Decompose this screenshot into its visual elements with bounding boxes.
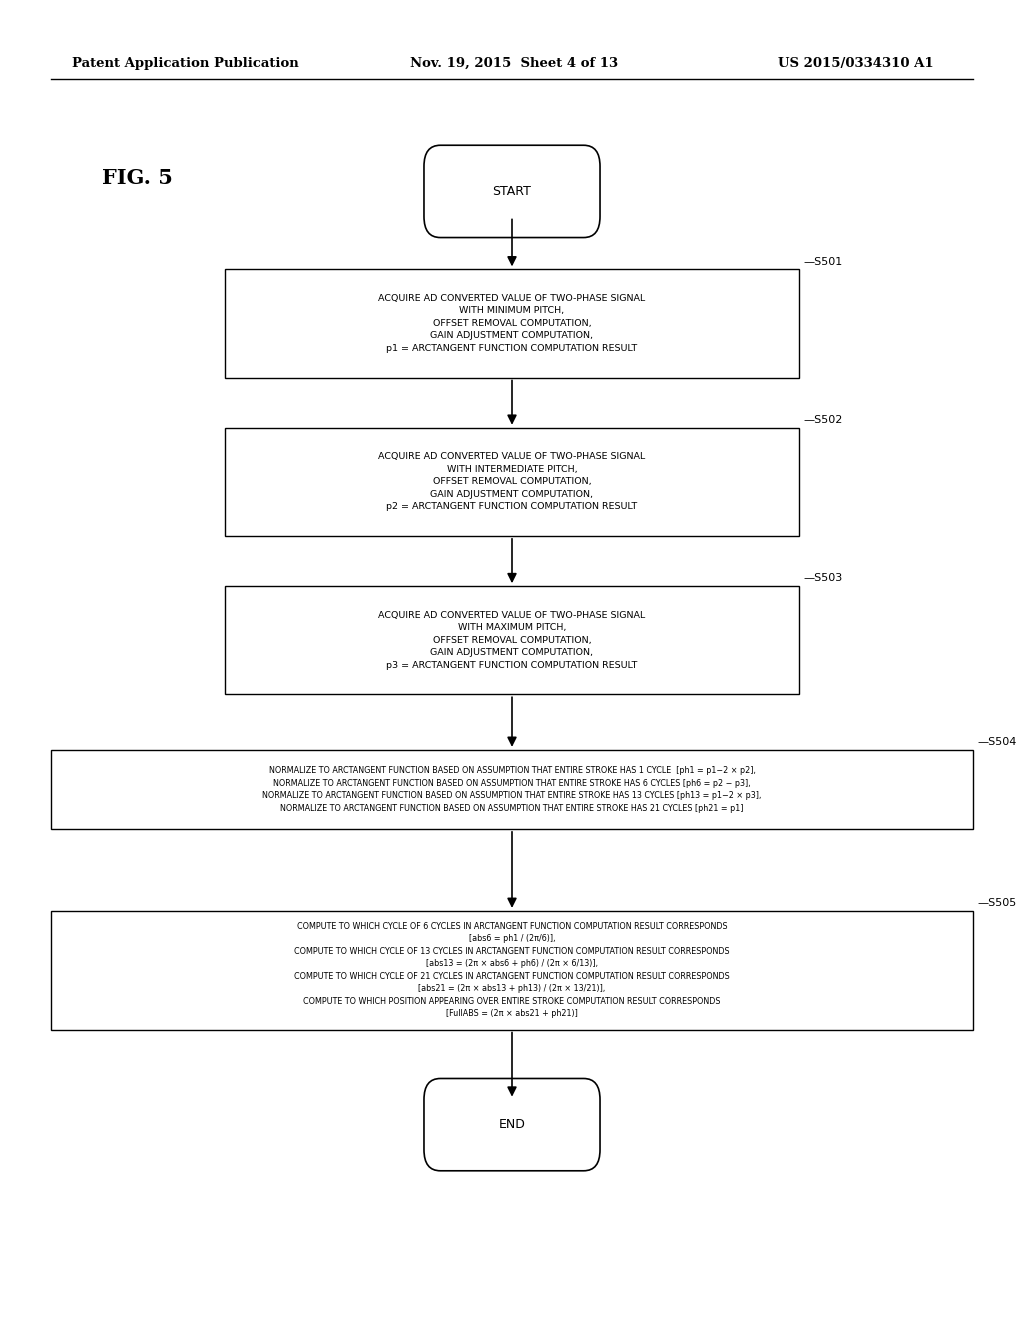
FancyBboxPatch shape — [424, 1078, 600, 1171]
Text: START: START — [493, 185, 531, 198]
FancyBboxPatch shape — [225, 269, 799, 378]
FancyBboxPatch shape — [51, 911, 973, 1030]
Text: US 2015/0334310 A1: US 2015/0334310 A1 — [778, 57, 934, 70]
FancyBboxPatch shape — [225, 586, 799, 694]
Text: COMPUTE TO WHICH CYCLE OF 6 CYCLES IN ARCTANGENT FUNCTION COMPUTATION RESULT COR: COMPUTE TO WHICH CYCLE OF 6 CYCLES IN AR… — [294, 921, 730, 1019]
Text: ACQUIRE AD CONVERTED VALUE OF TWO-PHASE SIGNAL
WITH INTERMEDIATE PITCH,
OFFSET R: ACQUIRE AD CONVERTED VALUE OF TWO-PHASE … — [379, 453, 645, 511]
FancyBboxPatch shape — [225, 428, 799, 536]
Text: Nov. 19, 2015  Sheet 4 of 13: Nov. 19, 2015 Sheet 4 of 13 — [410, 57, 617, 70]
Text: END: END — [499, 1118, 525, 1131]
Text: —S504: —S504 — [978, 737, 1017, 747]
Text: —S503: —S503 — [804, 573, 843, 583]
Text: Patent Application Publication: Patent Application Publication — [72, 57, 298, 70]
Text: FIG. 5: FIG. 5 — [102, 168, 173, 189]
Text: —S505: —S505 — [978, 898, 1017, 908]
Text: ACQUIRE AD CONVERTED VALUE OF TWO-PHASE SIGNAL
WITH MINIMUM PITCH,
OFFSET REMOVA: ACQUIRE AD CONVERTED VALUE OF TWO-PHASE … — [379, 294, 645, 352]
FancyBboxPatch shape — [51, 750, 973, 829]
FancyBboxPatch shape — [424, 145, 600, 238]
Text: ACQUIRE AD CONVERTED VALUE OF TWO-PHASE SIGNAL
WITH MAXIMUM PITCH,
OFFSET REMOVA: ACQUIRE AD CONVERTED VALUE OF TWO-PHASE … — [379, 611, 645, 669]
Text: NORMALIZE TO ARCTANGENT FUNCTION BASED ON ASSUMPTION THAT ENTIRE STROKE HAS 1 CY: NORMALIZE TO ARCTANGENT FUNCTION BASED O… — [262, 766, 762, 813]
Text: —S502: —S502 — [804, 414, 843, 425]
Text: —S501: —S501 — [804, 256, 843, 267]
